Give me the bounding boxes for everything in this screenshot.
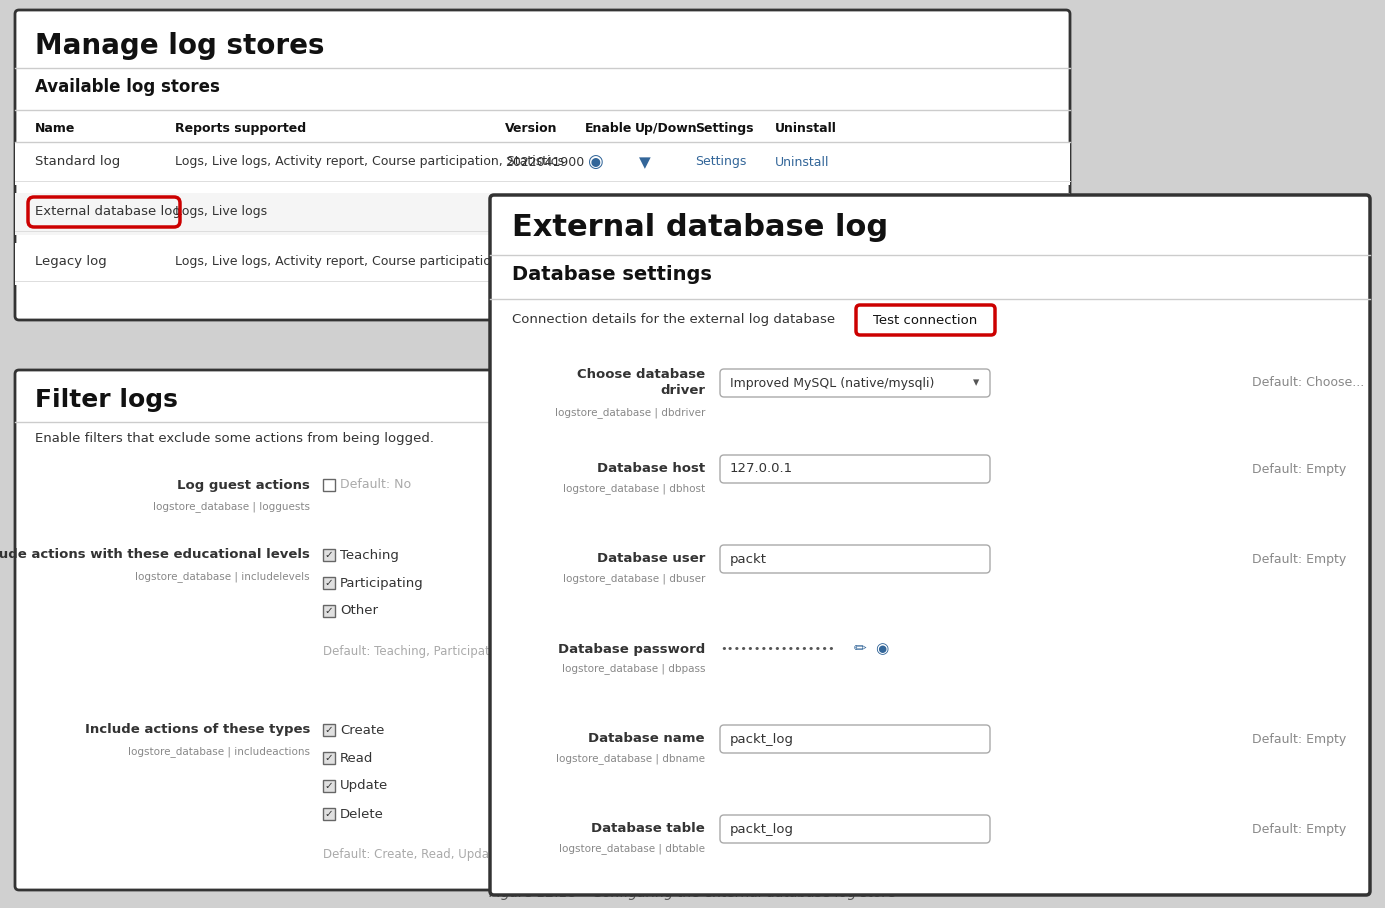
Text: logstore_database | dbpass: logstore_database | dbpass [561,664,705,675]
Bar [15,193,1071,235]
Text: driver: driver [661,384,705,398]
FancyBboxPatch shape [15,370,580,890]
Text: Figure 12.18 – Configuring the external database log store: Figure 12.18 – Configuring the external … [489,886,896,900]
Text: Include actions of these types: Include actions of these types [84,724,310,736]
FancyBboxPatch shape [15,10,1071,320]
Text: Standard log: Standard log [35,155,120,169]
Text: Uninstall: Uninstall [776,155,830,169]
Text: logstore_database | dbtable: logstore_database | dbtable [560,844,705,854]
Text: Available log stores: Available log stores [35,78,220,96]
Bar [323,549,335,561]
Bar [323,605,335,617]
Text: logstore_database | includelevels: logstore_database | includelevels [136,571,310,582]
Text: Teaching: Teaching [339,548,399,561]
Text: Default: Teaching, Participating,: Default: Teaching, Participating, [323,645,512,658]
Text: Default: Empty: Default: Empty [1252,733,1346,745]
FancyBboxPatch shape [720,545,990,573]
Text: logstore_database | dbdriver: logstore_database | dbdriver [554,408,705,419]
Text: Logs, Live logs: Logs, Live logs [175,205,267,219]
Bar [323,780,335,792]
Bar [323,752,335,764]
Text: packt_log: packt_log [730,823,794,835]
Text: Up/Down: Up/Down [634,122,698,135]
Text: packt: packt [730,552,767,566]
Text: logstore_database | dbuser: logstore_database | dbuser [562,574,705,585]
Text: logstore_database | dbname: logstore_database | dbname [555,754,705,765]
Text: Database host: Database host [597,462,705,476]
Text: Delete: Delete [339,807,384,821]
Text: 127.0.0.1: 127.0.0.1 [730,462,794,476]
Text: Read: Read [339,752,374,765]
Text: Update: Update [339,779,388,793]
Text: Database user: Database user [597,552,705,566]
Text: ✓: ✓ [324,781,334,791]
Text: Reports supported: Reports supported [175,122,306,135]
Text: logstore_database | dbhost: logstore_database | dbhost [562,484,705,495]
Text: ✓: ✓ [324,606,334,616]
Text: ✓: ✓ [324,550,334,560]
Text: Enable filters that exclude some actions from being logged.: Enable filters that exclude some actions… [35,432,434,445]
Text: Database table: Database table [591,823,705,835]
Text: logstore_database | includeactions: logstore_database | includeactions [127,746,310,757]
Text: Log guest actions: Log guest actions [177,479,310,491]
Text: ◉: ◉ [587,153,602,171]
Bar [323,724,335,736]
Text: Filter logs: Filter logs [35,388,177,412]
Text: 2022041900: 2022041900 [506,155,584,169]
FancyBboxPatch shape [720,369,990,397]
Text: Connection details for the external log database: Connection details for the external log … [512,313,835,327]
FancyBboxPatch shape [720,725,990,753]
Text: ◉: ◉ [875,641,889,656]
Text: Improved MySQL (native/mysqli): Improved MySQL (native/mysqli) [730,377,935,390]
Text: External database log: External database log [512,213,888,242]
Text: Version: Version [506,122,558,135]
FancyBboxPatch shape [720,455,990,483]
Text: Other: Other [339,605,378,617]
Text: ▾: ▾ [972,377,979,390]
Text: Logs, Live logs, Activity report, Course participation: Logs, Live logs, Activity report, Course… [175,255,499,269]
Text: Test connection: Test connection [874,313,978,327]
Bar [323,808,335,820]
Text: ✓: ✓ [324,753,334,763]
Bar [15,243,1071,285]
Text: Database name: Database name [589,733,705,745]
Text: Name: Name [35,122,75,135]
Text: Choose database: Choose database [578,369,705,381]
Text: Include actions with these educational levels: Include actions with these educational l… [0,548,310,561]
Text: Manage log stores: Manage log stores [35,32,324,60]
Text: Default: Choose...: Default: Choose... [1252,377,1364,390]
Text: ✏: ✏ [853,641,867,656]
Text: ▼: ▼ [638,155,651,171]
Text: Logs, Live logs, Activity report, Course participation, Statistics: Logs, Live logs, Activity report, Course… [175,155,564,169]
Text: Default: Create, Read, Update, Delete: Default: Create, Read, Update, Delete [323,848,547,861]
Text: Database password: Database password [558,643,705,656]
Text: Create: Create [339,724,385,736]
Text: Settings: Settings [695,122,753,135]
FancyBboxPatch shape [720,815,990,843]
Bar [323,577,335,589]
Bar [15,143,1071,185]
Text: Default: Empty: Default: Empty [1252,823,1346,835]
Text: ✓: ✓ [324,578,334,588]
Text: packt_log: packt_log [730,733,794,745]
Text: Settings: Settings [695,155,747,169]
Text: Enable: Enable [584,122,633,135]
FancyBboxPatch shape [856,305,994,335]
Text: ✓: ✓ [324,725,334,735]
Text: Database settings: Database settings [512,265,712,284]
Text: ✓: ✓ [324,809,334,819]
Text: Default: Empty: Default: Empty [1252,462,1346,476]
Bar [323,479,335,491]
Text: Uninstall: Uninstall [776,122,837,135]
Text: Default: No: Default: No [339,479,411,491]
Text: Default: Empty: Default: Empty [1252,552,1346,566]
Text: External database log: External database log [35,205,181,219]
Text: Legacy log: Legacy log [35,255,107,269]
FancyBboxPatch shape [490,195,1370,895]
Text: •••••••••••••••••: ••••••••••••••••• [720,644,835,654]
Text: Participating: Participating [339,577,424,589]
Text: logstore_database | logguests: logstore_database | logguests [152,501,310,512]
